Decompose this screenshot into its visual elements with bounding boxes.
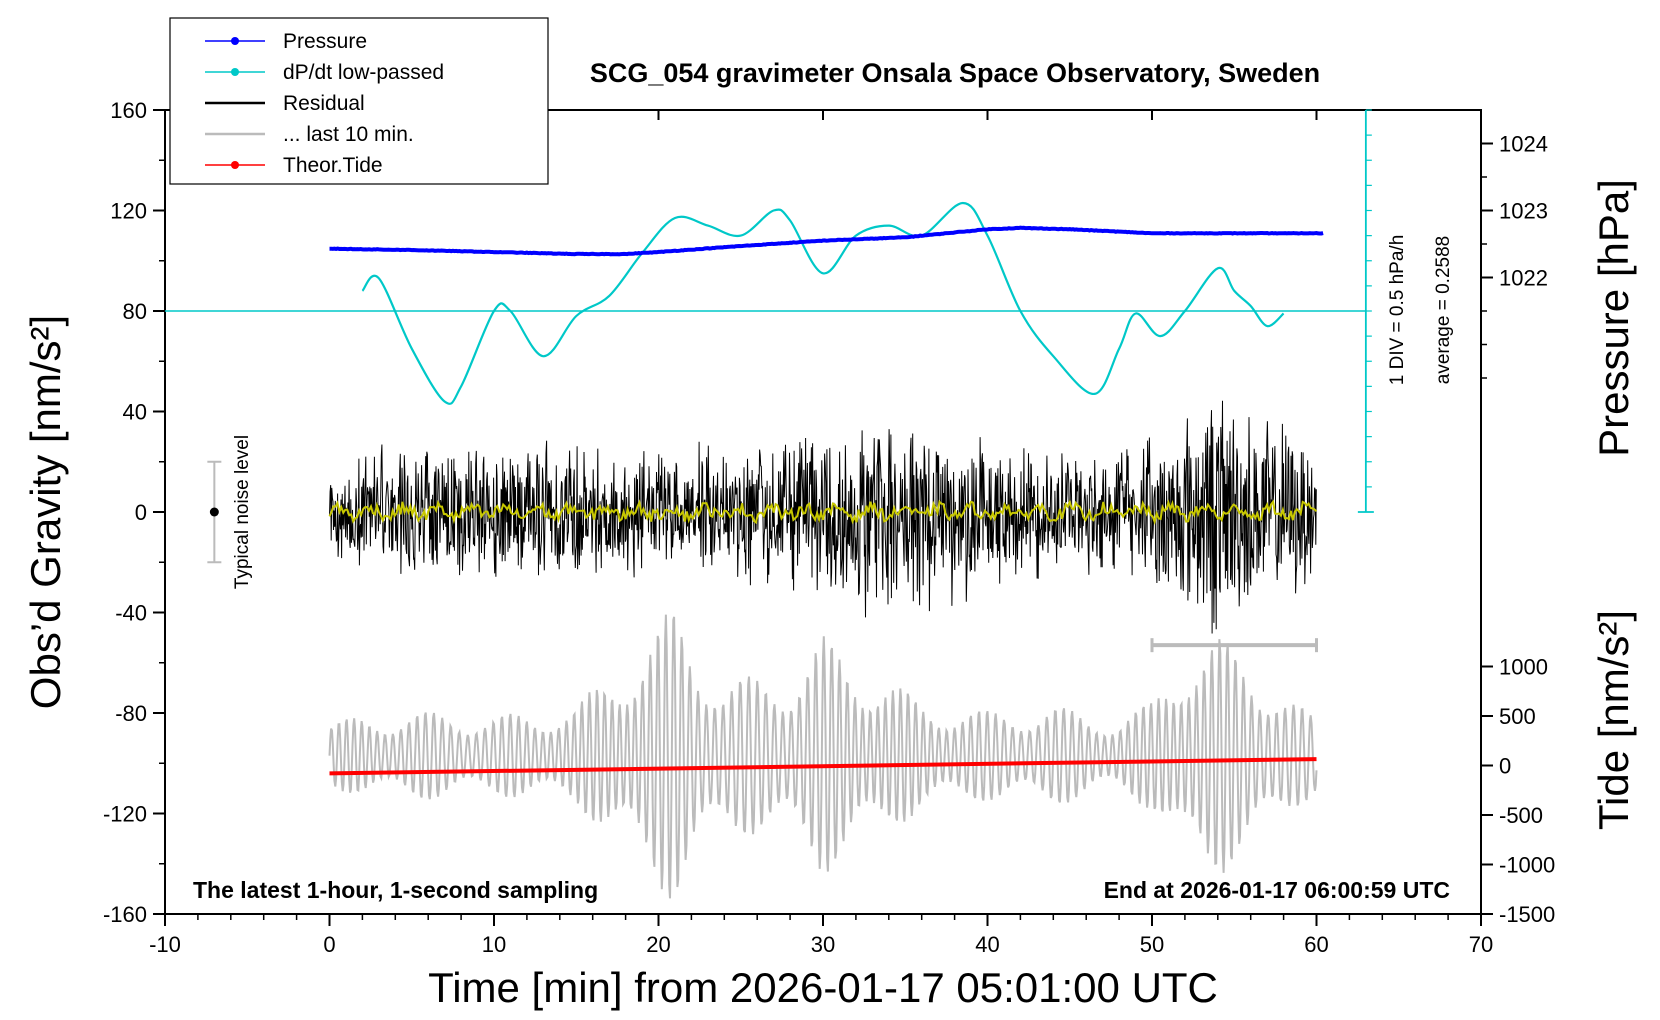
tide-tick-label: 1000 xyxy=(1499,655,1548,680)
legend-swatch-marker xyxy=(231,161,239,169)
dpdt-scale-label: 1 DIV = 0.5 hPa/h xyxy=(1387,235,1408,386)
noise-label: Typical noise level xyxy=(232,435,253,589)
tide-axis-title: Tide [nm/s²] xyxy=(1590,610,1637,830)
tide-tick-label: 0 xyxy=(1499,754,1511,779)
legend-swatch-marker xyxy=(231,68,239,76)
chart-title: SCG_054 gravimeter Onsala Space Observat… xyxy=(590,58,1320,88)
pressure-axis-title: Pressure [hPa] xyxy=(1590,179,1637,457)
y-tick-label: -40 xyxy=(115,601,147,626)
x-tick-label: 60 xyxy=(1304,932,1328,957)
x-tick-label: 10 xyxy=(482,932,506,957)
tide-tick-label: 500 xyxy=(1499,704,1536,729)
y-tick-label: 160 xyxy=(110,98,147,123)
noise-bar xyxy=(207,460,222,564)
theor-tide-line xyxy=(329,757,1317,776)
x-axis-title: Time [min] from 2026-01-17 05:01:00 UTC xyxy=(428,964,1218,1011)
legend-label: ... last 10 min. xyxy=(283,123,414,146)
legend-swatch-marker xyxy=(231,37,239,45)
legend-label: Theor.Tide xyxy=(283,154,383,177)
pressure-tick-label: 1023 xyxy=(1499,199,1548,224)
legend-label: Residual xyxy=(283,92,365,115)
y-tick-label: -160 xyxy=(103,902,147,927)
left-note: The latest 1-hour, 1-second sampling xyxy=(193,877,598,903)
dpdt-average-label: average = 0.2588 xyxy=(1433,236,1454,384)
legend-label: dP/dt low-passed xyxy=(283,61,444,84)
residual-smoothed-line xyxy=(328,499,1318,526)
y-tick-label: -120 xyxy=(103,802,147,827)
residual-line xyxy=(329,400,1317,634)
x-tick-label: -10 xyxy=(149,932,181,957)
y-axis-title: Obs’d Gravity [nm/s²] xyxy=(22,315,69,709)
tide-tick-label: -1500 xyxy=(1499,902,1555,927)
x-tick-label: 40 xyxy=(975,932,999,957)
tide-tick-label: -1000 xyxy=(1499,853,1555,878)
pressure-tick-label: 1022 xyxy=(1499,266,1548,291)
legend-label: Pressure xyxy=(283,30,367,53)
y-tick-label: 80 xyxy=(123,299,147,324)
legend: Pressure dP/dt low-passed Residual ... last… xyxy=(169,17,549,185)
y-tick-label: -80 xyxy=(115,701,147,726)
y-tick-label: 40 xyxy=(123,400,147,425)
y-tick-label: 120 xyxy=(110,199,147,224)
tick-group: -10 0 10 20 30 40 50 60 70 160 120 80 40 0 -40 -80 -120 -… xyxy=(103,98,1555,957)
tide-tick-label: -500 xyxy=(1499,803,1543,828)
legend-box xyxy=(169,17,549,185)
last-10-min-line xyxy=(328,614,1318,899)
x-tick-label: 50 xyxy=(1140,932,1164,957)
pressure-tick-label: 1024 xyxy=(1499,132,1548,157)
x-tick-label: 30 xyxy=(811,932,835,957)
x-tick-label: 20 xyxy=(646,932,670,957)
pressure-line xyxy=(329,225,1324,257)
y-tick-label: 0 xyxy=(135,500,147,525)
x-tick-label: 70 xyxy=(1469,932,1493,957)
series-group xyxy=(165,109,1374,899)
x-tick-label: 0 xyxy=(323,932,335,957)
dpdt-line xyxy=(361,201,1285,405)
right-note: End at 2026-01-17 06:00:59 UTC xyxy=(1104,877,1450,903)
